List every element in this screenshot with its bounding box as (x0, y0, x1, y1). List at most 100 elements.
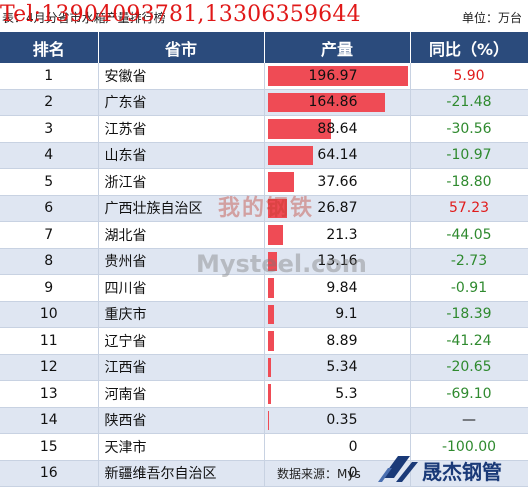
production-value: 196.97 (309, 63, 358, 89)
province-cell: 新疆维吾尔自治区 (98, 460, 264, 487)
rank-cell: 6 (0, 195, 98, 222)
province-cell: 山东省 (98, 142, 264, 169)
production-bar (268, 358, 272, 378)
production-cell: 196.97 (264, 63, 410, 89)
province-cell: 浙江省 (98, 169, 264, 196)
production-cell: 0.35 (264, 407, 410, 434)
production-cell: 26.87 (264, 195, 410, 222)
column-header-production: 产量 (264, 32, 410, 63)
production-cell: 8.89 (264, 328, 410, 355)
production-value: 5.3 (335, 381, 357, 407)
column-header-rank: 排名 (0, 32, 98, 63)
rank-cell: 9 (0, 275, 98, 302)
overlay-contact-text: Tel:13904093781,13306359644 (0, 0, 361, 30)
production-value: 37.66 (317, 169, 357, 195)
production-cell: 13.16 (264, 248, 410, 275)
production-value: 164.86 (309, 90, 358, 116)
production-bar (268, 252, 277, 272)
province-cell: 江苏省 (98, 116, 264, 143)
province-cell: 安徽省 (98, 63, 264, 89)
province-cell: 河南省 (98, 381, 264, 408)
rank-cell: 14 (0, 407, 98, 434)
province-cell: 广东省 (98, 89, 264, 116)
yoy-cell: — (410, 407, 528, 434)
unit-label: 单位：万台 (462, 9, 522, 26)
yoy-cell: 57.23 (410, 195, 528, 222)
production-bar (268, 172, 295, 192)
caption-row: 表：4月分省市水箱产量排行榜 Tel:13904093781,133063596… (0, 0, 528, 32)
production-cell: 9.84 (264, 275, 410, 302)
yoy-cell: -20.65 (410, 354, 528, 381)
production-bar (268, 199, 287, 219)
production-bar (268, 225, 283, 245)
production-bar (268, 331, 274, 351)
production-bar (268, 305, 274, 325)
production-value: 8.89 (326, 328, 357, 354)
yoy-cell: -18.80 (410, 169, 528, 196)
province-cell: 湖北省 (98, 222, 264, 249)
rank-cell: 7 (0, 222, 98, 249)
yoy-cell: 5.90 (410, 63, 528, 89)
production-cell: 21.3 (264, 222, 410, 249)
production-value: 64.14 (317, 143, 357, 169)
province-cell: 辽宁省 (98, 328, 264, 355)
rank-cell: 16 (0, 460, 98, 487)
production-value: 26.87 (317, 196, 357, 222)
production-value: 0.35 (326, 408, 357, 434)
yoy-cell: -0.91 (410, 275, 528, 302)
rank-cell: 5 (0, 169, 98, 196)
data-source-note: 数据来源：Mys (277, 465, 361, 482)
production-value: 13.16 (317, 249, 357, 275)
yoy-cell: -41.24 (410, 328, 528, 355)
production-bar (268, 278, 275, 298)
yoy-cell: -18.39 (410, 301, 528, 328)
production-cell: 5.34 (264, 354, 410, 381)
logo-text: 晟杰钢管 (422, 456, 502, 485)
yoy-cell: -10.97 (410, 142, 528, 169)
rank-cell: 3 (0, 116, 98, 143)
production-cell: 5.3 (264, 381, 410, 408)
rank-cell: 13 (0, 381, 98, 408)
yoy-cell: -69.10 (410, 381, 528, 408)
yoy-cell: -21.48 (410, 89, 528, 116)
production-value: 0 (349, 434, 358, 460)
province-cell: 贵州省 (98, 248, 264, 275)
province-cell: 四川省 (98, 275, 264, 302)
brand-logo: 晟杰钢管 (376, 452, 528, 486)
production-bar (268, 146, 314, 166)
production-cell: 9.1 (264, 301, 410, 328)
rank-cell: 4 (0, 142, 98, 169)
province-cell: 广西壮族自治区 (98, 195, 264, 222)
production-value: 9.84 (326, 275, 357, 301)
rank-cell: 8 (0, 248, 98, 275)
production-cell: 88.64 (264, 116, 410, 143)
rank-cell: 1 (0, 63, 98, 89)
production-cell: 37.66 (264, 169, 410, 196)
yoy-cell: -30.56 (410, 116, 528, 143)
table-header-row: 排名 省市 产量 同比（%） (0, 32, 528, 63)
production-value: 5.34 (326, 355, 357, 381)
rank-cell: 10 (0, 301, 98, 328)
production-bar (268, 384, 272, 404)
rank-cell: 11 (0, 328, 98, 355)
production-value: 88.64 (317, 116, 357, 142)
rank-cell: 12 (0, 354, 98, 381)
production-cell: 164.86 (264, 89, 410, 116)
rank-cell: 2 (0, 89, 98, 116)
column-header-yoy: 同比（%） (410, 32, 528, 63)
province-cell: 江西省 (98, 354, 264, 381)
